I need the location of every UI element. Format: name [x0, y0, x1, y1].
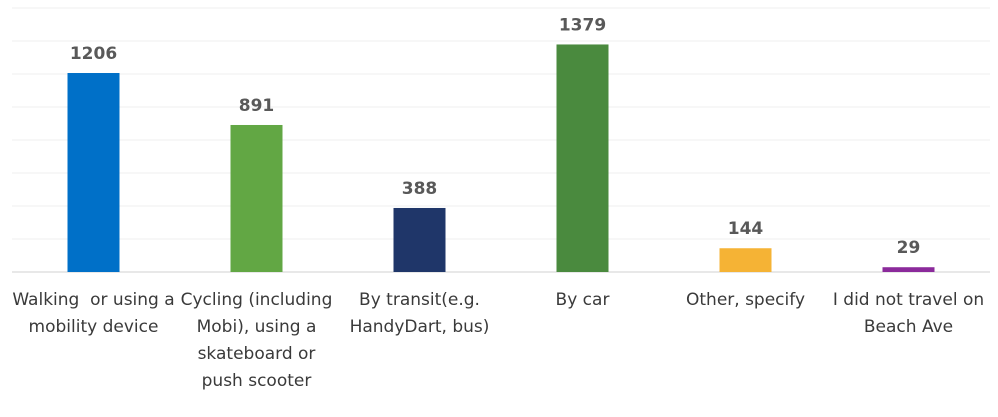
value-label: 388 [402, 179, 438, 199]
x-tick-label: I did not travel on Beach Ave [832, 290, 990, 337]
value-label: 29 [897, 238, 921, 258]
x-tick-label: By transit(e.g. HandyDart, bus) [349, 290, 490, 337]
bar [67, 73, 120, 272]
x-tick-label: Other, specify [686, 290, 805, 310]
value-label: 1379 [559, 15, 606, 35]
bar [719, 248, 772, 272]
bar [230, 124, 283, 272]
bar [556, 44, 609, 273]
bar [393, 207, 446, 272]
x-tick-label: By car [555, 290, 610, 310]
value-label: 1206 [70, 44, 117, 64]
x-tick-label: Cycling (including Mobi), using a skateb… [180, 290, 338, 391]
bar [882, 267, 935, 272]
value-label: 891 [239, 96, 275, 116]
x-tick-label: Walking or using a mobility device [12, 290, 181, 337]
value-label: 144 [728, 219, 764, 239]
